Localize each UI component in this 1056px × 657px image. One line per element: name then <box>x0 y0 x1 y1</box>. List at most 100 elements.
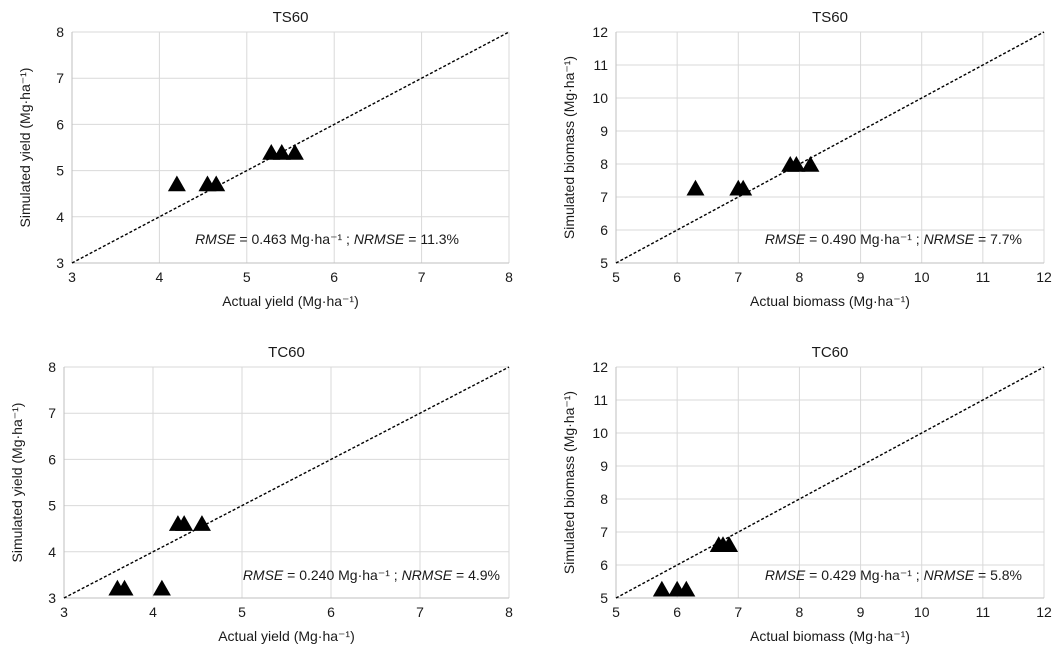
rmse-value: = 0.240 Mg·ha⁻¹ ; <box>283 567 401 583</box>
y-tick-label: 3 <box>56 255 64 271</box>
data-point-6 <box>720 536 739 552</box>
data-point-3 <box>734 179 753 196</box>
chart-title: TS60 <box>812 9 848 26</box>
one-to-one-line <box>615 366 1045 599</box>
data-point-6 <box>801 155 820 172</box>
x-tick-label: 8 <box>505 604 513 620</box>
chart-title: TC60 <box>268 344 305 361</box>
nrmse-value: = 11.3% <box>404 231 459 247</box>
data-point-1 <box>167 175 186 192</box>
error-annotation: RMSE = 0.490 Mg·ha⁻¹ ; NRMSE = 7.7% <box>765 231 1022 247</box>
data-point-5 <box>787 155 806 172</box>
y-tick-label: 9 <box>600 123 608 139</box>
data-point-1 <box>652 580 671 597</box>
y-tick-label: 4 <box>48 544 56 560</box>
nrmse-label: NRMSE <box>924 567 975 583</box>
data-point-3 <box>207 175 226 192</box>
y-tick-label: 4 <box>56 209 64 225</box>
x-tick-label: 8 <box>796 604 804 620</box>
y-tick-label: 12 <box>592 359 608 375</box>
nrmse-label: NRMSE <box>924 231 975 247</box>
y-axis-label: Simulated yield (Mg·ha⁻¹) <box>9 403 25 563</box>
one-to-one-line <box>71 31 510 264</box>
x-tick-label: 9 <box>857 269 865 285</box>
y-tick-label: 10 <box>592 90 608 106</box>
chart-2: 5 6 7 8 9 10 11 12 5 6 7 8 9 10 11 12 TS60 Actual biomass… <box>561 9 1052 309</box>
x-tick-label: 3 <box>68 269 76 285</box>
x-tick-label: 6 <box>327 604 335 620</box>
chart-4: 5 6 7 8 9 10 11 12 5 6 7 8 9 10 11 12 TC60 Actual biomass… <box>561 344 1052 644</box>
nrmse-label: NRMSE <box>402 567 453 583</box>
x-axis-label: Actual yield (Mg·ha⁻¹) <box>218 628 355 644</box>
data-point-5 <box>175 515 194 531</box>
y-tick-label: 5 <box>600 255 608 271</box>
x-tick-label: 12 <box>1036 269 1052 285</box>
rmse-value: = 0.429 Mg·ha⁻¹ ; <box>805 567 923 583</box>
x-tick-label: 7 <box>416 604 424 620</box>
x-tick-label: 7 <box>734 269 742 285</box>
chart-1: 3 4 5 6 7 8 3 4 5 6 7 8 TS60 Actual yield (Mg·ha⁻¹) Si… <box>17 9 513 309</box>
y-tick-label: 5 <box>56 163 64 179</box>
rmse-label: RMSE <box>195 231 236 247</box>
x-axis-label: Actual biomass (Mg·ha⁻¹) <box>750 628 910 644</box>
y-tick-label: 3 <box>48 590 56 606</box>
x-tick-label: 5 <box>243 269 251 285</box>
x-tick-label: 3 <box>60 604 68 620</box>
y-tick-label: 8 <box>48 359 56 375</box>
x-tick-label: 7 <box>734 604 742 620</box>
data-point-3 <box>152 579 171 596</box>
y-tick-label: 7 <box>600 189 608 205</box>
x-tick-label: 6 <box>673 269 681 285</box>
x-tick-label: 4 <box>156 269 164 285</box>
y-tick-label: 6 <box>600 557 608 573</box>
y-tick-label: 8 <box>600 491 608 507</box>
y-axis-label: Simulated biomass (Mg·ha⁻¹) <box>561 56 577 239</box>
y-tick-label: 8 <box>600 156 608 172</box>
x-tick-label: 8 <box>505 269 513 285</box>
data-point-6 <box>192 515 211 531</box>
x-tick-label: 12 <box>1036 604 1052 620</box>
y-tick-label: 9 <box>600 458 608 474</box>
data-point-6 <box>285 144 304 160</box>
y-tick-label: 5 <box>48 498 56 514</box>
data-point-3 <box>677 580 696 597</box>
y-tick-label: 12 <box>592 24 608 40</box>
error-annotation: RMSE = 0.240 Mg·ha⁻¹ ; NRMSE = 4.9% <box>243 567 500 583</box>
x-tick-label: 11 <box>976 269 991 285</box>
y-tick-label: 10 <box>592 425 608 441</box>
y-tick-label: 7 <box>56 70 64 86</box>
y-tick-label: 11 <box>593 392 608 408</box>
rmse-label: RMSE <box>765 567 806 583</box>
data-point-1 <box>686 179 705 196</box>
x-tick-label: 6 <box>330 269 338 285</box>
x-tick-label: 6 <box>673 604 681 620</box>
x-tick-label: 10 <box>914 269 930 285</box>
y-tick-label: 7 <box>600 524 608 540</box>
nrmse-label: NRMSE <box>354 231 405 247</box>
x-tick-label: 10 <box>914 604 930 620</box>
x-tick-label: 5 <box>238 604 246 620</box>
x-tick-label: 5 <box>612 269 620 285</box>
x-tick-label: 8 <box>796 269 804 285</box>
x-axis-label: Actual biomass (Mg·ha⁻¹) <box>750 293 910 309</box>
y-tick-label: 6 <box>48 451 56 467</box>
rmse-value: = 0.490 Mg·ha⁻¹ ; <box>805 231 923 247</box>
x-tick-label: 7 <box>418 269 426 285</box>
x-axis-label: Actual yield (Mg·ha⁻¹) <box>222 293 359 309</box>
chart-title: TS60 <box>273 9 309 26</box>
nrmse-value: = 4.9% <box>452 567 500 583</box>
chart-title: TC60 <box>812 344 849 361</box>
y-tick-label: 7 <box>48 405 56 421</box>
chart-3: 3 4 5 6 7 8 3 4 5 6 7 8 TC60 Actual yield (Mg·ha⁻¹) Si… <box>9 344 513 644</box>
y-axis-label: Simulated yield (Mg·ha⁻¹) <box>17 68 33 228</box>
error-annotation: RMSE = 0.429 Mg·ha⁻¹ ; NRMSE = 5.8% <box>765 567 1022 583</box>
y-tick-label: 6 <box>600 222 608 238</box>
one-to-one-line <box>615 31 1045 264</box>
nrmse-value: = 7.7% <box>974 231 1022 247</box>
rmse-value: = 0.463 Mg·ha⁻¹ ; <box>236 231 354 247</box>
y-tick-label: 6 <box>56 116 64 132</box>
x-tick-label: 11 <box>976 604 991 620</box>
y-tick-label: 11 <box>593 57 608 73</box>
